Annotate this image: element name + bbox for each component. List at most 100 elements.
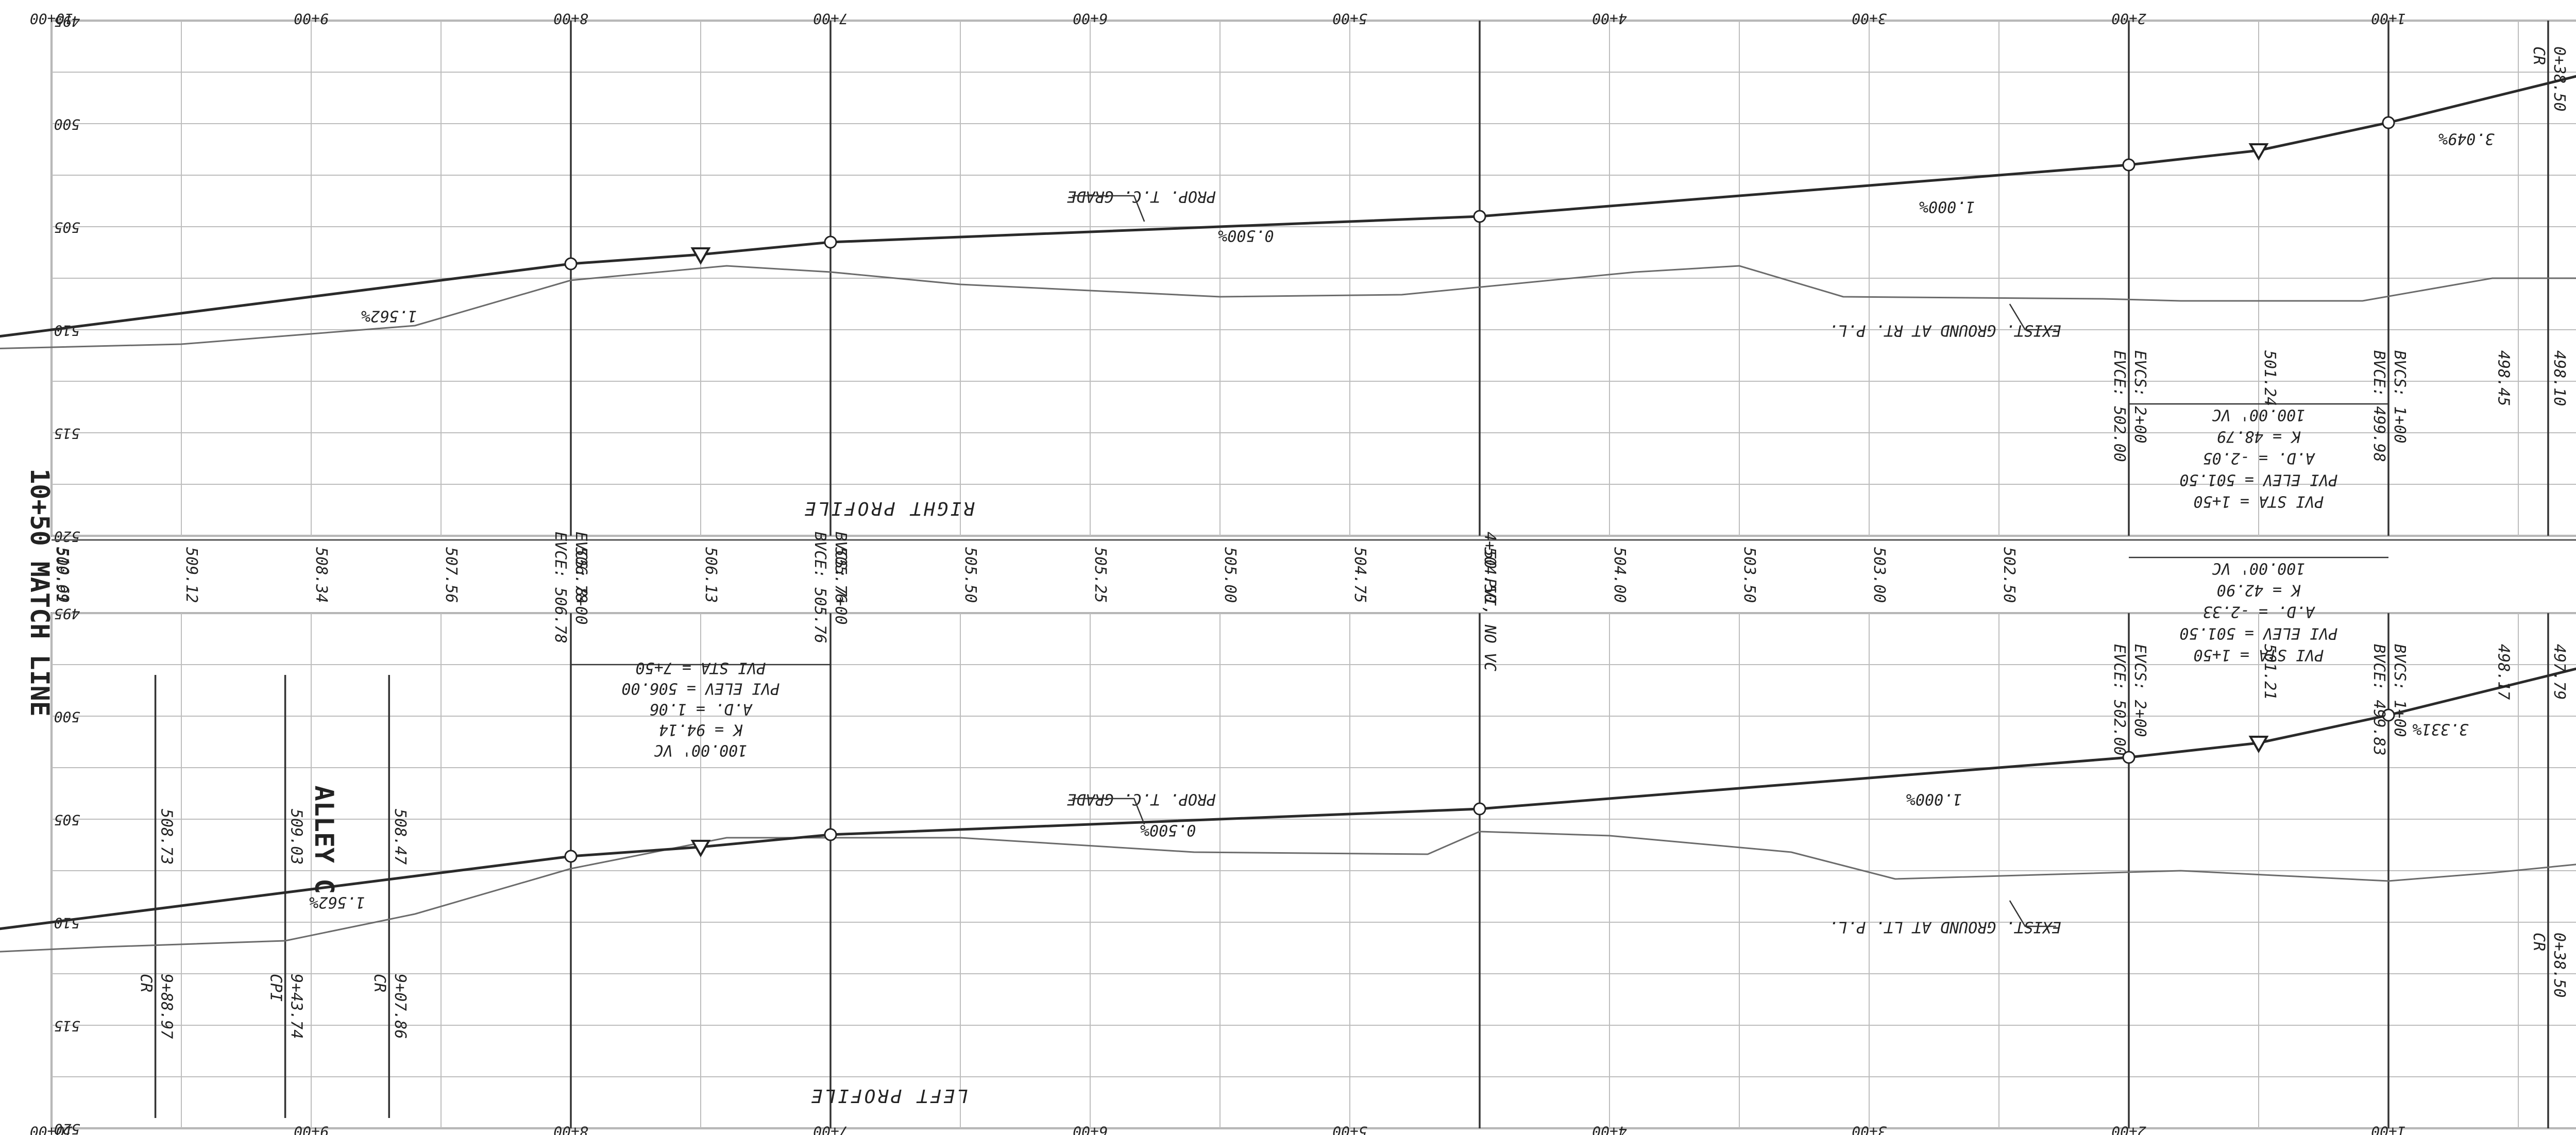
bvc-7-label: BVCS: 7+00BVCE: 505.76 (811, 532, 850, 643)
callout-leader (1072, 195, 1145, 222)
vertical-station-label-line: 9+88.97 (158, 974, 176, 1039)
vertical-station-label: EVCS: 2+00EVCE: 502.00 (2110, 644, 2149, 756)
center-band-elevation-line: 505.50 (961, 547, 979, 603)
center-band-elevation-line: 505.25 (1091, 547, 1109, 603)
vertical-station-label-line: BVCE: 499.83 (2370, 644, 2388, 756)
center-band-elevation-line: 506.78 (572, 547, 590, 603)
center-band-elevation: 504.75 (1351, 547, 1369, 603)
center-band-elevation: 507.56 (442, 547, 460, 603)
center-band-elevation-line: 504.00 (1611, 547, 1629, 603)
grade-break-marker (1473, 210, 1486, 223)
center-band-elevation: 505.00 (1221, 547, 1239, 603)
station-label: 5+00 (1332, 1123, 1367, 1135)
vertical-station-label-line: 497.79 (2550, 644, 2568, 700)
center-band-elevation: 506.13 (702, 547, 720, 603)
center-band-elevation-line: 508.34 (312, 547, 330, 603)
elevation-tick-label: 520 (54, 528, 80, 545)
vertical-station-label: 498.10 (2550, 350, 2568, 406)
center-band-elevation-line: 509.91 (53, 547, 71, 603)
pvi-data-line: K = 42.90 (2217, 581, 2301, 599)
center-band-elevation: 502.50 (2000, 547, 2018, 603)
center-band-elevation: 505.25 (1091, 547, 1109, 603)
grade-percent-label: 1.000% (1906, 790, 1962, 808)
center-band-elevation-line: 505.00 (1221, 547, 1239, 603)
left-profile-panel: 49549550050050550551051051551552052010+0… (0, 556, 2576, 1135)
station-label: 4+00 (1592, 10, 1626, 27)
center-band-elevation-line: 502.50 (2000, 547, 2018, 603)
elevation-tick-label: 505 (54, 811, 80, 828)
center-band-elevation: 503.50 (1740, 547, 1758, 603)
elevation-tick-label: 500 (54, 116, 80, 133)
pvi-data-line: K = 48.79 (2217, 428, 2301, 446)
station-label: 6+00 (1073, 1123, 1107, 1135)
elevation-tick-label: 515 (54, 1018, 80, 1035)
vertical-station-label-line: CR (370, 974, 388, 992)
vertical-station-label-line: 509.03 (287, 809, 306, 865)
grade-break-marker (2122, 751, 2136, 764)
pvi-data-line: PVI STA = 1+50 (2194, 493, 2324, 511)
right-profile-panel: 49549550050050550551051051551552052010+0… (0, 10, 2576, 545)
vertical-station-label-line: 498.10 (2550, 350, 2568, 406)
station-label: 10+00 (30, 10, 73, 27)
station-label: 4+00 (1592, 1123, 1626, 1135)
center-pvi-data-line: PVI ELEV = 506.00 (621, 680, 779, 698)
vertical-station-label-line: CR (2530, 46, 2548, 65)
bvc-7-label-line: BVCS: 7+00 (832, 532, 850, 625)
center-band-elevation: 504.50 (1481, 547, 1499, 603)
pvi-data-line: PVI ELEV = 501.50 (2179, 624, 2337, 642)
pvi-marker (2248, 736, 2269, 754)
vertical-station-label-line: BVCE: 499.98 (2370, 350, 2388, 462)
grade-break-marker (1473, 802, 1486, 816)
center-band-elevation: 509.91 (53, 547, 71, 603)
vertical-station-label-line: EVCS: 2+00 (2131, 350, 2149, 444)
vertical-station-label: 508.73 (158, 809, 176, 865)
match-line-label: 10+50 MATCH LINE (25, 468, 55, 717)
vertical-station-label: 501.21 (2261, 644, 2279, 700)
vertical-station-label-line: 508.73 (158, 809, 176, 865)
center-band-elevation: 506.78 (572, 547, 590, 603)
pvi-4-50-label-line: 4+50 PVI, NO VC (1481, 532, 1499, 671)
grade-break-marker (2122, 158, 2136, 172)
grade-percent-label: 3.331% (2413, 720, 2469, 738)
elevation-tick-label: 500 (54, 708, 80, 725)
existing-ground-line (0, 831, 2576, 953)
vertical-station-label: BVCS: 1+00BVCE: 499.98 (2370, 350, 2409, 462)
grade-percent-label: 0.500% (1218, 227, 1274, 245)
pvi-data-line: PVI ELEV = 501.50 (2179, 471, 2337, 489)
pvi-data-line: PVI STA = 1+50 (2194, 646, 2324, 664)
pvi-marker (2248, 143, 2269, 161)
center-band-elevation: 509.12 (182, 547, 200, 603)
vertical-station-label-line: 501.21 (2261, 644, 2279, 700)
station-label: 7+00 (813, 1123, 848, 1135)
pvi-data-line: A.D. = -2.05 (2203, 449, 2316, 467)
right-profile-title: RIGHT PROFILE (803, 498, 975, 519)
evc-8-label-line: EVCE: 506.78 (551, 532, 569, 643)
center-band-elevation-line: 504.50 (1481, 547, 1499, 603)
vertical-station-label: 0+38.50CR (2530, 46, 2568, 111)
center-band-elevation: 505.50 (961, 547, 979, 603)
vertical-station-label-line: 498.45 (2495, 350, 2513, 406)
street-label: ALLEY C (309, 786, 339, 894)
vertical-station-label: 498.45 (2495, 350, 2513, 406)
vertical-station-label-line: CPI (267, 974, 285, 1002)
vertical-station-label-line: BVCS: 1+00 (2391, 350, 2409, 444)
evc-8-label-line: EVCS: 8+00 (572, 532, 590, 625)
vertical-station-label: BVCS: 1+00BVCE: 499.83 (2370, 644, 2409, 756)
vertical-station-label: 498.17 (2495, 644, 2513, 700)
station-label: 1+00 (2371, 1123, 2405, 1135)
grade-break-marker (2382, 708, 2395, 722)
pvi-4-50-label: 4+50 PVI, NO VC (1481, 532, 1499, 671)
pvi-marker (690, 247, 711, 265)
pvi-marker (690, 840, 711, 858)
center-band-elevation: 503.00 (1870, 547, 1888, 603)
elevation-tick-label: 515 (54, 425, 80, 442)
grade-break-marker (564, 850, 578, 863)
center-band-elevation: 510.69 (54, 547, 72, 603)
elevation-tick-label: 520 (54, 1121, 80, 1135)
center-band-elevation-line: 510.69 (54, 547, 72, 603)
vertical-station-label-line: EVCS: 2+00 (2131, 644, 2149, 737)
grade-break-marker (824, 235, 837, 249)
center-pvi-data-line: K = 94.14 (659, 721, 743, 739)
station-label: 3+00 (1852, 10, 1887, 27)
